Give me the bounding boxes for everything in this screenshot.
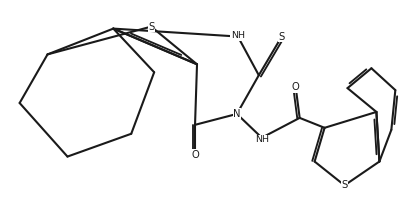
Text: NH: NH <box>254 135 268 144</box>
Text: O: O <box>291 82 299 92</box>
Text: N: N <box>232 109 240 119</box>
Text: S: S <box>341 180 347 190</box>
Text: S: S <box>278 32 284 42</box>
Text: O: O <box>191 150 198 160</box>
Text: NH: NH <box>230 31 244 40</box>
Text: S: S <box>148 22 154 32</box>
